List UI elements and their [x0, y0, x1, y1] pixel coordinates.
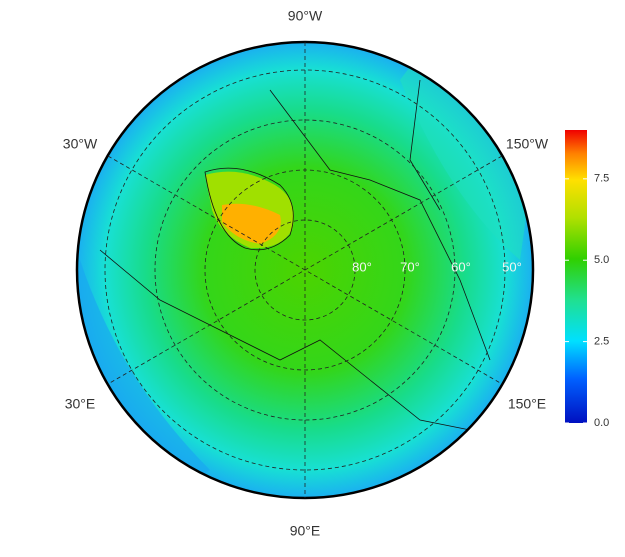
lon-label: 150°E [508, 396, 546, 412]
lon-label: 90°E [290, 523, 321, 539]
colorbar-tick-label: 0.0 [594, 417, 609, 429]
graticule [104, 42, 506, 498]
greenland-peak [222, 203, 281, 244]
colorbar-tick-label: 2.5 [594, 336, 609, 348]
lon-label: 150°W [506, 136, 549, 152]
lat-label: 80° [352, 259, 372, 274]
lat-label: 50° [502, 259, 522, 274]
lat-label: 70° [400, 259, 420, 274]
colorbar-tick-label: 5.0 [594, 254, 609, 266]
colorbar-tick-label: 7.5 [594, 173, 609, 185]
lon-label: 30°W [63, 136, 98, 152]
colorbar [565, 130, 587, 423]
lat-label: 60° [451, 259, 471, 274]
lon-label: 90°W [288, 8, 323, 24]
lon-label: 30°E [65, 396, 96, 412]
